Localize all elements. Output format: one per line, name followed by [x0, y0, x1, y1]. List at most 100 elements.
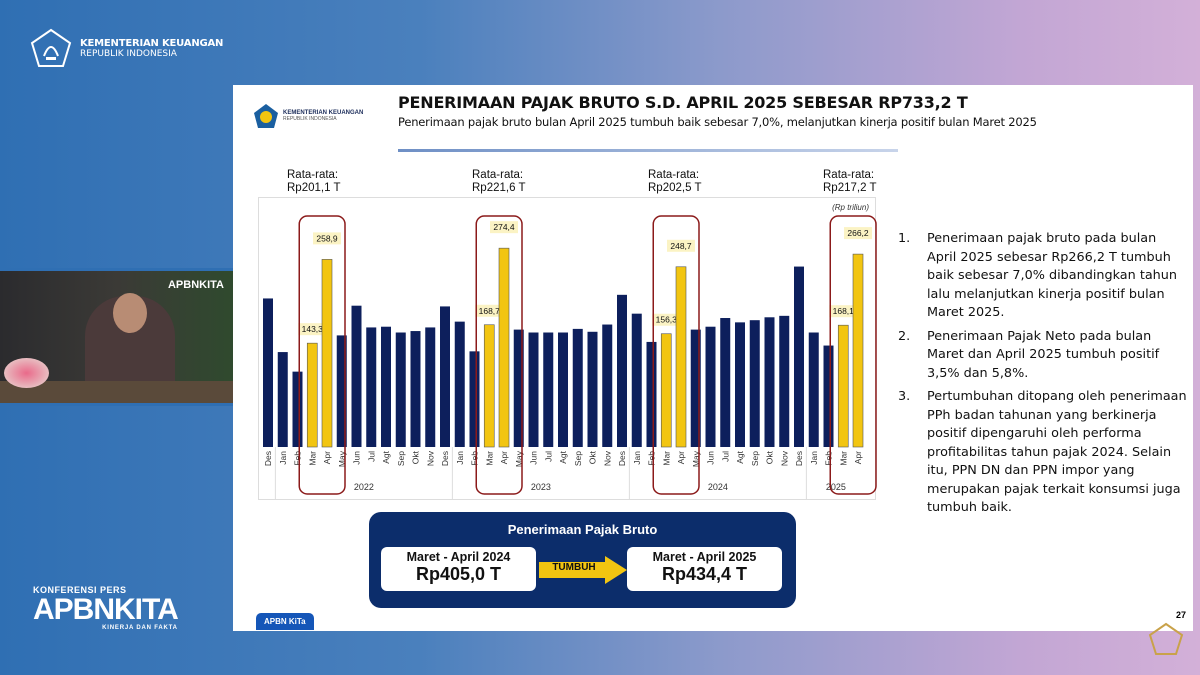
average-2025: Rata-rata: Rp217,2 T	[823, 169, 877, 194]
month-tick-label: Jan	[632, 451, 642, 465]
month-tick-label: Feb	[293, 451, 303, 466]
month-tick-label: Okt	[411, 450, 421, 464]
data-label: 168,1	[833, 306, 855, 316]
month-tick-label: Sep	[750, 451, 760, 466]
webcam-watermark: APBNKITA	[167, 279, 224, 291]
summary-title: Penerimaan Pajak Bruto	[507, 522, 658, 537]
bar	[572, 328, 583, 447]
month-tick-label: May	[691, 450, 701, 467]
bar	[675, 266, 687, 448]
apbnkita-wordmark: APBNKITA	[33, 593, 179, 626]
bar	[543, 332, 554, 447]
month-tick-label: Sep	[396, 451, 406, 466]
data-label-bg	[490, 221, 518, 234]
month-tick-label: Apr	[499, 451, 509, 464]
bar	[483, 324, 495, 448]
summary-2024: Maret - April 2024 Rp405,0 T	[381, 547, 536, 591]
month-tick-label: May	[514, 450, 524, 467]
bar	[823, 345, 834, 447]
bar	[513, 329, 524, 447]
bar	[321, 259, 333, 448]
data-label-bg	[298, 323, 327, 336]
month-tick-label: Feb	[470, 451, 480, 466]
bar	[690, 329, 701, 447]
month-tick-label: Des	[263, 451, 273, 466]
bar	[631, 313, 642, 447]
highlight-box	[475, 215, 523, 495]
month-tick-label: Jun	[706, 451, 716, 465]
month-tick-label: Des	[794, 451, 804, 466]
webcam-feed: APBNKITA	[0, 268, 234, 406]
bar	[587, 331, 598, 447]
month-tick-label: Jun	[529, 451, 539, 465]
bar	[646, 341, 657, 447]
data-label: 248,7	[670, 241, 692, 251]
note-item: 3. Pertumbuhan ditopang oleh penerimaan P…	[898, 389, 1187, 515]
apbnkita-logo: KONFERENSI PERS APBNKITA KINERJA DAN FAK…	[33, 585, 179, 631]
slide-subtitle: Penerimaan pajak bruto bulan April 2025 …	[398, 115, 1037, 129]
month-tick-label: Agt	[558, 450, 568, 463]
bar	[351, 305, 362, 447]
bar	[469, 351, 480, 447]
bar	[263, 298, 273, 447]
month-tick-label: Feb	[647, 451, 657, 466]
flowers	[4, 358, 49, 388]
bar	[720, 318, 731, 447]
logo-line1: KEMENTERIAN KEUANGAN	[283, 110, 364, 116]
highlight-box	[829, 215, 877, 495]
slide: KEMENTERIAN KEUANGAN REPUBLIK INDONESIA P…	[233, 85, 1193, 631]
tagline: KINERJA DAN FAKTA	[102, 625, 178, 631]
average-2022: Rata-rata: Rp201,1 T	[287, 169, 341, 194]
data-label-bg	[475, 304, 504, 317]
summary-2025: Maret - April 2025 Rp434,4 T	[627, 547, 782, 591]
bar-chart: (Rp triliun) Des Jan Feb Mar 143,3 Apr 258,9 Ma…	[258, 197, 877, 500]
growth-arrow: TUMBUH	[539, 556, 627, 584]
ministry-name: KEMENTERIAN KEUANGAN	[80, 37, 224, 49]
logo-line2: REPUBLIK INDONESIA	[283, 116, 337, 122]
data-label: 143,3	[302, 324, 324, 334]
month-tick-label: Jul	[366, 451, 376, 462]
ministry-emblem-icon	[1148, 622, 1184, 655]
page-number: 27	[1175, 610, 1186, 620]
ministry-emblem-icon	[254, 104, 278, 128]
bar	[410, 331, 421, 447]
bar	[808, 332, 819, 447]
month-tick-label: Jan	[455, 451, 465, 465]
month-tick-label: Okt	[588, 450, 598, 464]
data-label: 156,3	[656, 315, 678, 325]
bar	[277, 352, 288, 447]
year-label: 2023	[531, 482, 551, 492]
month-tick-label: Apr	[676, 451, 686, 464]
apbn-kita-tab: APBN KiTa	[256, 613, 314, 630]
month-tick-label: Des	[617, 451, 627, 466]
bar	[454, 321, 465, 447]
data-label: 274,4	[493, 222, 515, 232]
bar	[498, 247, 510, 448]
month-tick-label: Nov	[602, 450, 612, 466]
bar	[794, 266, 804, 447]
slide-logo: KEMENTERIAN KEUANGAN REPUBLIK INDONESIA	[253, 103, 363, 129]
data-label: 266,2	[847, 228, 869, 238]
bar	[837, 324, 849, 448]
data-label: 258,9	[316, 233, 338, 243]
month-tick-label: Jun	[352, 451, 362, 465]
data-label-bg	[844, 227, 872, 240]
year-label: 2024	[708, 482, 728, 492]
bar	[336, 335, 347, 447]
data-label-bg	[829, 305, 858, 318]
month-tick-label: Agt	[381, 450, 391, 463]
year-label: 2025	[826, 482, 846, 492]
bar	[852, 253, 864, 448]
slide-title: PENERIMAAN PAJAK BRUTO S.D. APRIL 2025 S…	[398, 93, 968, 112]
bar	[306, 342, 318, 448]
month-tick-label: Jul	[543, 451, 553, 462]
desk	[0, 381, 234, 403]
growth-label: TUMBUH	[552, 562, 596, 573]
month-tick-label: Apr	[853, 451, 863, 464]
highlight-box	[298, 215, 346, 495]
month-tick-label: Apr	[322, 451, 332, 464]
ministry-country: REPUBLIK INDONESIA	[80, 48, 177, 59]
month-tick-label: Jan	[278, 451, 288, 465]
bar	[440, 306, 450, 447]
data-label-bg	[652, 313, 681, 326]
